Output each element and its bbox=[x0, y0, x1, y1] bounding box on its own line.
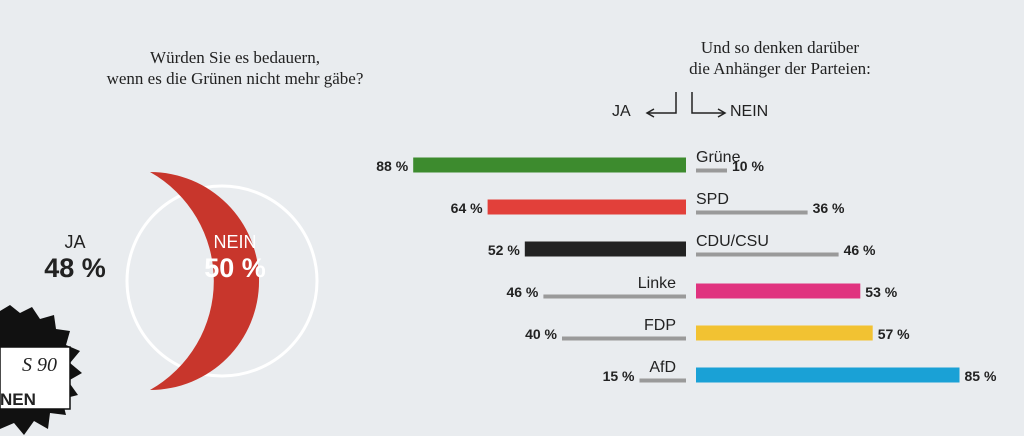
label-nein-2: 46 % bbox=[844, 242, 876, 258]
pie-chart bbox=[125, 172, 319, 390]
label-ja-2: 52 % bbox=[488, 242, 520, 258]
bar-nein-5 bbox=[696, 367, 960, 383]
bar-nein-0 bbox=[696, 168, 727, 173]
pie-label-nein: NEIN 50 % bbox=[180, 232, 290, 284]
pie-question-line2: wenn es die Grünen nicht mehr gäbe? bbox=[106, 69, 364, 88]
party-label-4: FDP bbox=[644, 317, 676, 334]
label-nein-4: 57 % bbox=[878, 326, 910, 342]
pie-label-ja-value: 48 % bbox=[44, 253, 106, 283]
bar-ja-5 bbox=[639, 378, 686, 383]
label-ja-5: 15 % bbox=[603, 368, 635, 384]
legend-nein: NEIN bbox=[730, 103, 768, 121]
pie-question-line1: Würden Sie es bedauern, bbox=[150, 48, 320, 67]
bar-title-line2: die Anhänger der Parteien: bbox=[689, 59, 871, 78]
label-ja-4: 40 % bbox=[525, 326, 557, 342]
bar-nein-2 bbox=[696, 252, 839, 257]
pie-question: Würden Sie es bedauern, wenn es die Grün… bbox=[60, 47, 410, 89]
bar-ja-4 bbox=[562, 336, 686, 341]
pie-outline bbox=[125, 184, 319, 378]
bar-title-line1: Und so denken darüber bbox=[700, 38, 860, 57]
bar-ja-2 bbox=[524, 241, 686, 257]
bar-ja-0 bbox=[413, 157, 686, 173]
bar-ja-1 bbox=[487, 199, 686, 215]
bar-nein-4 bbox=[696, 325, 873, 341]
label-nein-0: 10 % bbox=[732, 158, 764, 174]
legend-ja-label: JA bbox=[612, 103, 631, 120]
party-label-3: Linke bbox=[638, 275, 676, 292]
party-label-0: Grüne bbox=[696, 149, 741, 166]
party-label-2: CDU/CSU bbox=[696, 233, 769, 250]
label-ja-0: 88 % bbox=[376, 158, 408, 174]
legend-ja: JA bbox=[612, 103, 631, 121]
bar-nein-1 bbox=[696, 210, 808, 215]
pie-label-nein-value: 50 % bbox=[204, 253, 266, 283]
label-nein-3: 53 % bbox=[865, 284, 897, 300]
legend-nein-label: NEIN bbox=[730, 103, 769, 120]
bar-nein-3 bbox=[696, 283, 861, 299]
bar-ja-3 bbox=[543, 294, 686, 299]
pie-label-ja-name: JA bbox=[64, 232, 86, 252]
label-nein-1: 36 % bbox=[813, 200, 845, 216]
party-label-5: AfD bbox=[649, 359, 676, 376]
label-nein-5: 85 % bbox=[965, 368, 997, 384]
pie-slice-nein bbox=[150, 172, 260, 390]
label-ja-3: 46 % bbox=[506, 284, 538, 300]
label-ja-1: 64 % bbox=[451, 200, 483, 216]
logo-text-top: S 90 bbox=[22, 354, 57, 376]
bar-chart-title: Und so denken darüber die Anhänger der P… bbox=[620, 37, 940, 79]
logo-text-bottom: NEN bbox=[0, 390, 36, 409]
party-label-1: SPD bbox=[696, 191, 729, 208]
party-logo: S 90 NEN bbox=[0, 305, 82, 435]
pie-label-nein-name: NEIN bbox=[213, 232, 257, 252]
pie-label-ja: JA 48 % bbox=[30, 232, 120, 284]
